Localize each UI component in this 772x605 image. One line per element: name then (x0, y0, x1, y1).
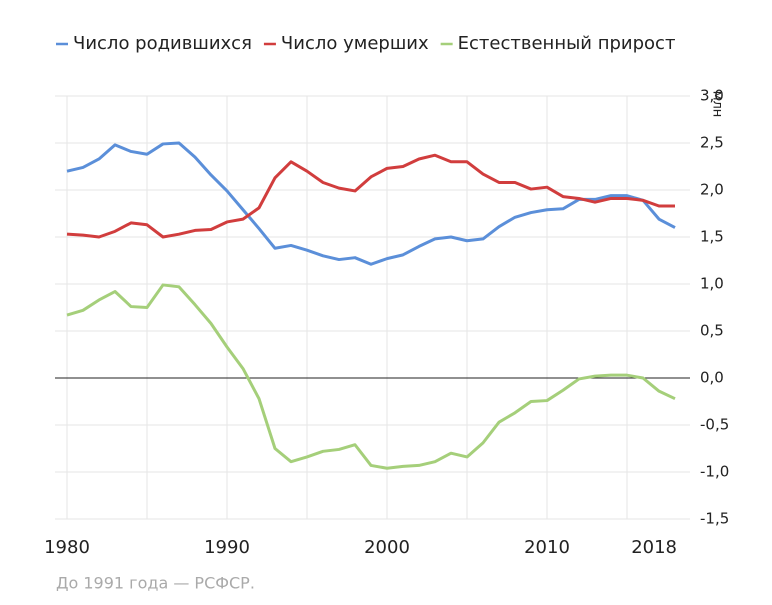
x-tick-label: 1990 (204, 537, 250, 558)
x-tick-label: 1980 (44, 537, 90, 558)
y-tick-label: -1,0 (700, 463, 729, 481)
legend-label: Естественный прирост (458, 33, 676, 54)
y-tick-label: -0,5 (700, 416, 729, 434)
note: До 1991 года — РСФСР. (56, 574, 255, 593)
x-tick-label: 2000 (364, 537, 410, 558)
y-tick-label: 0,0 (700, 369, 724, 387)
legend-label: Число умерших (281, 33, 429, 54)
y-tick-label: 1,5 (700, 228, 724, 246)
series-line (66, 153, 675, 239)
y-tick-label: 2,5 (700, 134, 724, 152)
y-axis-label: млн (710, 91, 725, 118)
y-tick-label: 1,0 (700, 275, 724, 293)
y-tick-label: 0,5 (700, 322, 724, 340)
y-tick-label: 3,0 (700, 87, 724, 105)
y-tick-label: -1,5 (700, 510, 729, 528)
legend-label: Число родившихся (73, 33, 252, 54)
x-tick-label: 2010 (524, 537, 570, 558)
x-tick-label: 2018 (631, 537, 677, 558)
y-tick-label: 2,0 (700, 181, 724, 199)
series-line (66, 283, 676, 470)
series-line (66, 141, 676, 266)
